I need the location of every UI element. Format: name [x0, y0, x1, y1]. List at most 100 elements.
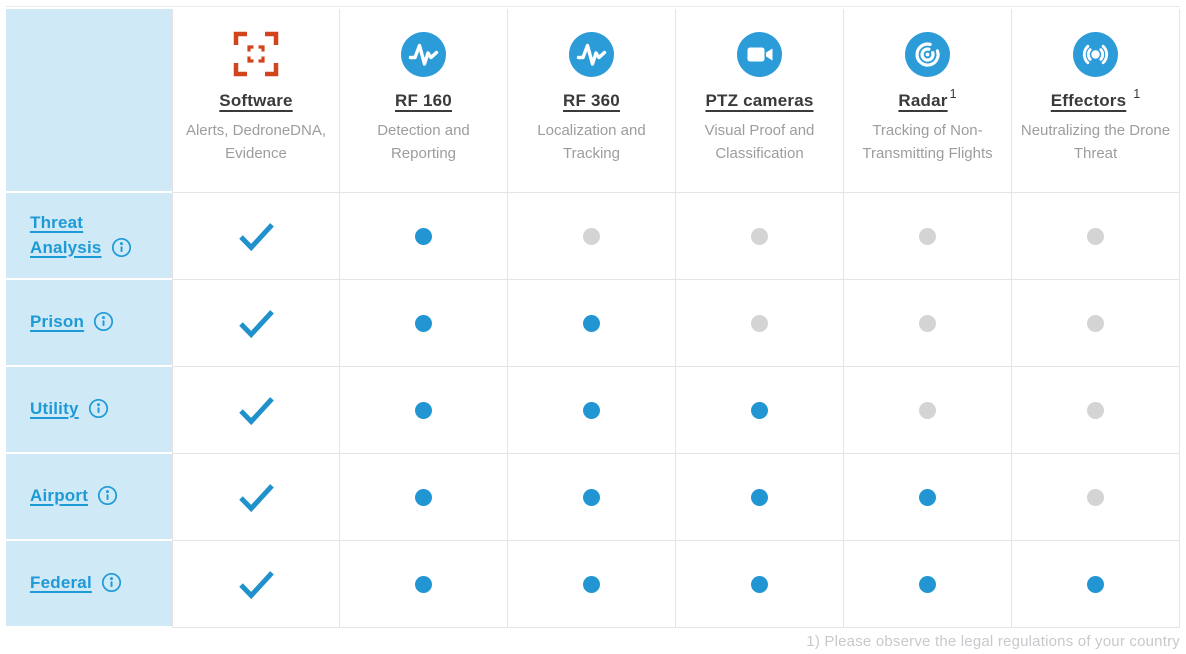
table-cell: [1012, 367, 1180, 454]
rf-sensor-icon: [569, 30, 614, 78]
table-cell: [676, 541, 844, 628]
table-cell: [1012, 541, 1180, 628]
table-cell: [1012, 193, 1180, 280]
info-icon[interactable]: [88, 398, 109, 419]
product-header: RF 360 Localization and Tracking: [508, 9, 676, 193]
status-dot-active: [751, 575, 768, 593]
row-label-link[interactable]: Prison: [30, 312, 85, 331]
table-cell: [172, 367, 340, 454]
status-dot-active: [415, 314, 432, 332]
product-name-link[interactable]: RF 160: [395, 91, 452, 110]
product-header: Effectors 1 Neutralizing the Drone Threat: [1012, 9, 1180, 193]
table-cell: [508, 541, 676, 628]
status-dot-inactive: [919, 401, 936, 419]
product-subtitle: Tracking of Non-Transmitting Flights: [862, 122, 993, 162]
comparison-table-wrap: Software Alerts, DedroneDNA, Evidence RF…: [6, 6, 1180, 628]
corner-spacer-cell: [6, 9, 172, 193]
status-dot-active: [583, 488, 600, 506]
status-dot-active: [919, 488, 936, 506]
product-name-link[interactable]: RF 360: [563, 91, 620, 110]
focus-frame-icon: [232, 30, 280, 78]
table-cell: [340, 280, 508, 367]
status-dot-active: [751, 488, 768, 506]
table-cell: [1012, 454, 1180, 541]
product-header: Radar 1 Tracking of Non-Transmitting Flig…: [844, 9, 1012, 193]
status-dot-active: [415, 227, 432, 245]
row-header: Utility: [6, 367, 172, 454]
info-icon[interactable]: [111, 237, 132, 258]
status-dot-active: [415, 488, 432, 506]
table-cell: [844, 367, 1012, 454]
table-cell: [340, 193, 508, 280]
check-icon: [238, 483, 274, 512]
info-icon[interactable]: [101, 572, 122, 593]
table-cell: [676, 454, 844, 541]
row-label-link[interactable]: Airport: [30, 486, 89, 505]
table-cell: [508, 193, 676, 280]
product-header: RF 160 Detection and Reporting: [340, 9, 508, 193]
product-subtitle: Visual Proof and Classification: [704, 122, 815, 162]
rf-sensor-icon: [401, 30, 446, 78]
product-header: Software Alerts, DedroneDNA, Evidence: [172, 9, 340, 193]
status-dot-inactive: [1087, 401, 1104, 419]
status-dot-active: [919, 575, 936, 593]
status-dot-inactive: [751, 227, 768, 245]
status-dot-inactive: [1087, 227, 1104, 245]
table-cell: [676, 193, 844, 280]
table-cell: [1012, 280, 1180, 367]
status-dot-inactive: [919, 314, 936, 332]
status-dot-active: [415, 575, 432, 593]
table-cell: [676, 280, 844, 367]
footnote: 1) Please observe the legal regulations …: [806, 633, 1180, 650]
product-name-link[interactable]: PTZ cameras: [705, 91, 814, 110]
row-label-link[interactable]: Federal: [30, 573, 92, 592]
table-cell: [844, 280, 1012, 367]
table-cell: [340, 454, 508, 541]
product-subtitle: Neutralizing the Drone Threat: [1020, 122, 1171, 162]
status-dot-active: [583, 401, 600, 419]
check-icon: [238, 222, 274, 251]
status-dot-active: [415, 401, 432, 419]
row-label-link[interactable]: Threat Analysis: [30, 212, 102, 257]
product-name-link[interactable]: Software: [219, 91, 293, 110]
table-cell: [172, 454, 340, 541]
status-dot-inactive: [751, 314, 768, 332]
status-dot-active: [1087, 575, 1104, 593]
status-dot-inactive: [1087, 488, 1104, 506]
status-dot-active: [583, 314, 600, 332]
comparison-table: Software Alerts, DedroneDNA, Evidence RF…: [6, 9, 1180, 628]
row-header: Airport: [6, 454, 172, 541]
product-subtitle: Alerts, DedroneDNA, Evidence: [185, 122, 327, 162]
table-cell: [844, 454, 1012, 541]
table-cell: [676, 367, 844, 454]
row-header: Prison: [6, 280, 172, 367]
row-header: Federal: [6, 541, 172, 628]
row-header: Threat Analysis: [6, 193, 172, 280]
table-cell: [844, 541, 1012, 628]
video-camera-icon: [737, 30, 782, 78]
table-cell: [340, 541, 508, 628]
product-subtitle: Detection and Reporting: [377, 122, 470, 162]
radar-icon: [905, 30, 950, 78]
table-cell: [340, 367, 508, 454]
table-cell: [172, 280, 340, 367]
product-superscript: 1: [949, 87, 957, 101]
check-icon: [238, 396, 274, 425]
jammer-icon: [1073, 30, 1118, 78]
table-cell: [508, 367, 676, 454]
table-cell: [172, 541, 340, 628]
product-name-link[interactable]: Radar: [898, 91, 948, 110]
status-dot-active: [583, 575, 600, 593]
product-subtitle: Localization and Tracking: [537, 122, 646, 162]
table-cell: [508, 454, 676, 541]
check-icon: [238, 570, 274, 599]
row-label-link[interactable]: Utility: [30, 399, 79, 418]
check-icon: [238, 309, 274, 338]
info-icon[interactable]: [97, 485, 118, 506]
status-dot-inactive: [919, 227, 936, 245]
status-dot-inactive: [1087, 314, 1104, 332]
info-icon[interactable]: [93, 311, 114, 332]
table-cell: [172, 193, 340, 280]
status-dot-inactive: [583, 227, 600, 245]
product-name-link[interactable]: Effectors: [1050, 91, 1127, 110]
